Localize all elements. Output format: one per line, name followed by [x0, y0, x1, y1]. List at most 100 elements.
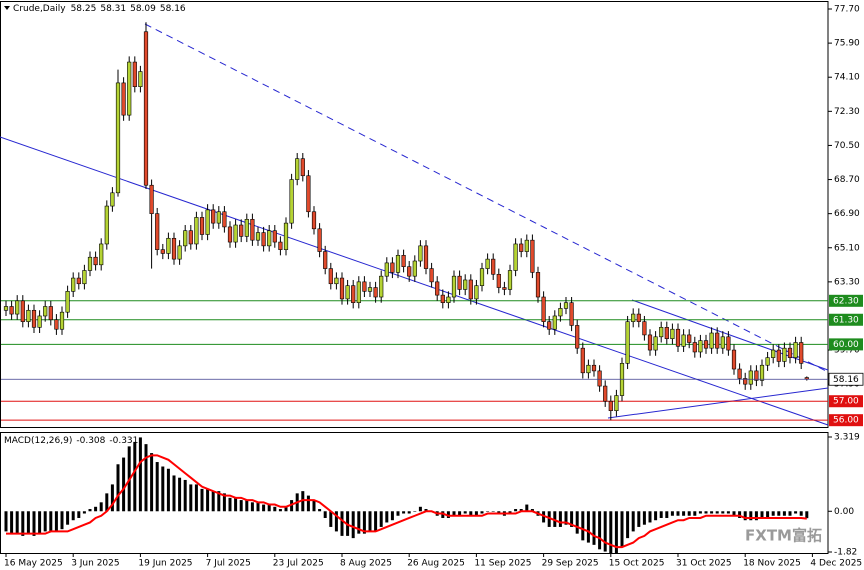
macd-bar	[441, 511, 445, 518]
macd-bar	[497, 511, 501, 514]
candle-body	[362, 281, 367, 292]
macd-bar	[413, 511, 417, 512]
y-tick-label: 75.90	[834, 39, 860, 49]
macd-bar	[71, 511, 75, 521]
x-tick-label: 8 Aug 2025	[340, 559, 392, 569]
macd-bar	[458, 511, 462, 516]
candle-body	[267, 230, 272, 247]
macd-bar	[491, 511, 495, 512]
y-tick-label: 70.50	[834, 141, 860, 151]
macd-bar	[250, 502, 254, 512]
macd-bar	[38, 511, 42, 534]
macd-bar	[715, 511, 719, 514]
macd-bar	[82, 511, 86, 514]
macd-bar	[732, 511, 736, 516]
macd-bar	[726, 511, 730, 514]
candle-body	[401, 255, 406, 268]
candle-body	[468, 279, 473, 300]
macd-bar	[570, 511, 574, 527]
macd-bar	[144, 444, 148, 512]
candle-body	[569, 302, 574, 326]
macd-bar	[698, 511, 702, 514]
candle-body	[93, 256, 98, 266]
candle-body	[435, 281, 440, 296]
macd-bar	[194, 484, 198, 512]
candle-body	[239, 224, 244, 237]
macd-bar	[94, 506, 98, 512]
macd-bar	[771, 511, 775, 516]
candle-body	[787, 347, 793, 358]
macd-bar	[49, 511, 53, 532]
candle-body	[328, 268, 333, 285]
candle-body	[138, 71, 143, 87]
candle-body	[440, 294, 445, 304]
level-label: 60.00	[833, 340, 859, 350]
menu-arrow[interactable]	[4, 6, 10, 10]
x-tick-label: 29 Sep 2025	[542, 559, 599, 569]
y-tick-label: 3.319	[834, 433, 860, 443]
current-price-box	[828, 372, 864, 386]
macd-bar	[693, 511, 697, 516]
macd-bar	[306, 495, 310, 512]
macd-bar	[463, 511, 467, 514]
candle-body	[625, 321, 630, 364]
macd-bar	[687, 511, 691, 516]
macd-bar	[183, 479, 187, 512]
macd-bar	[424, 509, 428, 512]
candle-body	[171, 237, 177, 260]
candle-body	[143, 31, 149, 186]
macd-bar	[603, 511, 607, 552]
candle-body	[474, 285, 479, 300]
candle-body	[463, 279, 468, 290]
candle-body	[591, 364, 597, 372]
candle-body	[367, 287, 373, 292]
macd-bar	[614, 511, 618, 554]
macd-bar	[558, 511, 562, 527]
marks: 77.70 75.90 74.10 72.30 70.50 68.70 66.90 65.10…	[1, 5, 864, 569]
candle-body	[9, 306, 14, 315]
signal-line	[6, 454, 807, 549]
candle-body	[194, 217, 199, 245]
macd-bar	[66, 511, 70, 525]
candle-body	[306, 175, 311, 213]
macd-bar	[542, 511, 546, 523]
macd-bar	[60, 511, 64, 530]
candle-body	[485, 258, 490, 269]
macd-bar	[323, 511, 327, 518]
candle-body	[54, 319, 59, 330]
candle-body	[345, 285, 350, 300]
candle-body	[37, 315, 42, 328]
y-tick-label: -1.82	[834, 548, 857, 558]
macd-bar	[10, 511, 14, 534]
candle-body	[675, 328, 681, 347]
macd-header: MACD(12,26,9) -0.308 -0.331	[4, 436, 138, 446]
candle-body	[446, 296, 451, 304]
candle-body	[110, 192, 115, 207]
candle-body	[507, 270, 513, 290]
candle-body	[104, 205, 109, 245]
open-value: 58.25	[71, 4, 97, 14]
candle-body	[205, 209, 210, 235]
macd-bar	[301, 491, 305, 512]
candle-body	[423, 245, 429, 269]
candle-body	[726, 336, 731, 351]
macd-bar	[245, 500, 249, 512]
candle-body	[776, 349, 781, 362]
macd-bar	[340, 511, 344, 536]
macd-bar	[766, 511, 770, 518]
macd-bar	[738, 511, 742, 518]
candle-body	[295, 158, 300, 180]
candle-body	[132, 61, 137, 87]
level-label-box	[829, 313, 863, 326]
macd-bar	[32, 511, 36, 536]
candle-body	[177, 245, 182, 260]
macd-bar	[418, 506, 422, 512]
candle-body	[412, 260, 417, 277]
header: Crude,Daily 58.25 58.31 58.09 58.16	[13, 4, 186, 14]
candle-body	[793, 342, 798, 358]
macd-bar	[278, 509, 282, 512]
candle-body	[233, 224, 238, 243]
macd-bar	[318, 509, 322, 512]
macd-bar	[508, 511, 512, 514]
macd-bar	[799, 511, 803, 516]
